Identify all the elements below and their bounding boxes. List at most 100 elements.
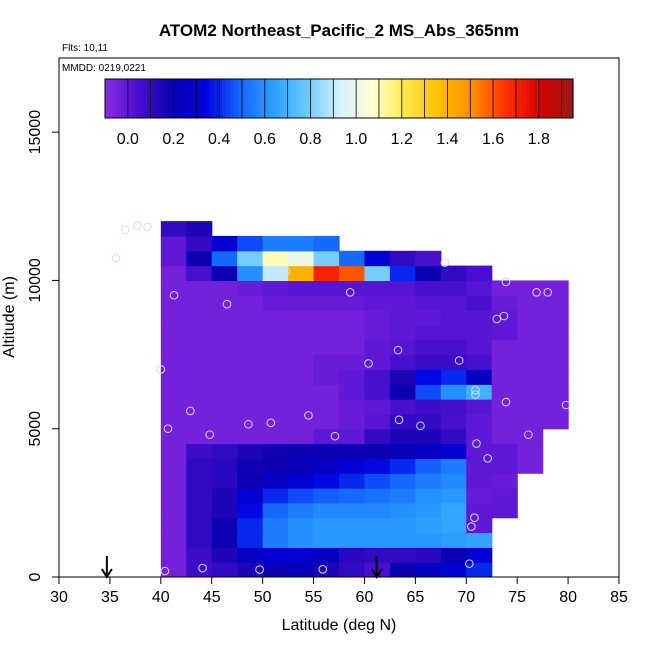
heatmap-cell bbox=[339, 488, 366, 504]
heatmap-cell bbox=[440, 399, 467, 415]
colorbar-segment bbox=[272, 79, 278, 118]
colorbar-segment bbox=[428, 79, 434, 118]
sample-point bbox=[499, 311, 509, 321]
heatmap-cell bbox=[339, 265, 366, 282]
sample-point bbox=[471, 390, 480, 399]
colorbar-segment bbox=[362, 79, 367, 118]
heatmap-cell bbox=[186, 384, 213, 400]
heatmap-cell bbox=[491, 324, 518, 341]
heatmap-cell bbox=[262, 473, 289, 489]
heatmap-cell bbox=[237, 517, 264, 534]
heatmap-cell bbox=[186, 517, 213, 534]
heatmap-cell bbox=[186, 310, 213, 326]
heatmap-cell bbox=[364, 443, 391, 459]
colorbar-segment bbox=[190, 79, 196, 118]
heatmap-cell bbox=[313, 310, 340, 326]
sample-point bbox=[454, 356, 464, 365]
heatmap-cell bbox=[211, 488, 238, 504]
heatmap-cell bbox=[389, 280, 416, 296]
colorbar-segment bbox=[565, 79, 570, 118]
heatmap-cell bbox=[160, 473, 187, 489]
heatmap-cell bbox=[313, 413, 340, 430]
colorbar-segment bbox=[389, 79, 395, 118]
heatmap-cell bbox=[415, 532, 442, 548]
heatmap-cell bbox=[186, 413, 213, 430]
sample-point bbox=[318, 564, 328, 574]
heatmap-cell bbox=[389, 547, 416, 563]
sample-point bbox=[440, 258, 450, 267]
sample-point bbox=[501, 397, 511, 407]
colorbar-segment bbox=[456, 79, 461, 118]
colorbar-segment bbox=[300, 79, 305, 118]
colorbar-segment bbox=[420, 79, 426, 118]
heatmap-cell bbox=[415, 265, 442, 282]
heatmap-cell bbox=[313, 473, 340, 489]
heatmap-cell bbox=[440, 265, 467, 282]
heatmap-cell bbox=[237, 250, 264, 267]
sample-point bbox=[561, 400, 571, 410]
sample-points bbox=[111, 221, 571, 576]
colorbar-segment bbox=[315, 79, 321, 118]
heatmap-cell bbox=[237, 384, 264, 400]
colorbar-segment bbox=[276, 79, 282, 118]
heatmap-cell bbox=[186, 443, 213, 459]
colorbar-segment bbox=[471, 79, 477, 118]
colorbar-segment bbox=[159, 79, 165, 118]
heatmap-cell bbox=[364, 547, 391, 563]
heatmap-cell bbox=[491, 399, 518, 415]
colorbar-segment bbox=[374, 79, 379, 118]
heatmap-cell bbox=[339, 443, 366, 459]
heatmap-cell bbox=[313, 488, 340, 504]
x-tick-label: 40 bbox=[152, 589, 170, 606]
sample-point bbox=[304, 411, 313, 420]
heatmap-cell bbox=[262, 250, 289, 267]
heatmap-cell bbox=[389, 428, 416, 445]
heatmap-cell bbox=[211, 250, 238, 267]
heatmap-cell bbox=[542, 324, 569, 341]
heatmap-cell bbox=[262, 369, 289, 385]
sample-point bbox=[330, 431, 340, 441]
colorbar-segment bbox=[105, 79, 110, 118]
heatmap-cell bbox=[160, 413, 187, 430]
colorbar-segment bbox=[409, 79, 414, 118]
x-tick-label: 80 bbox=[559, 589, 577, 606]
heatmap-cell bbox=[491, 384, 518, 400]
heatmap-cell bbox=[262, 324, 289, 341]
heatmap-cell bbox=[364, 517, 391, 534]
heatmap-cell bbox=[389, 473, 416, 489]
sample-point bbox=[345, 287, 355, 297]
heatmap-cell bbox=[364, 250, 391, 267]
heatmap-cell bbox=[211, 413, 238, 430]
x-tick-label: 35 bbox=[101, 589, 119, 606]
heatmap-cell bbox=[288, 517, 315, 534]
heatmap-cell bbox=[389, 265, 416, 282]
colorbar-segment bbox=[194, 79, 200, 118]
colorbar-segment bbox=[448, 79, 453, 118]
heatmap-cell bbox=[237, 324, 264, 341]
heatmap-cell bbox=[160, 458, 187, 474]
heatmap-cell bbox=[186, 339, 213, 356]
heatmap-cell bbox=[440, 517, 467, 534]
heatmap-cell bbox=[364, 458, 391, 474]
heatmap-cell bbox=[160, 562, 187, 577]
x-tick-label: 70 bbox=[457, 589, 475, 606]
colorbar-tick-label: 1.8 bbox=[528, 131, 550, 148]
heatmap-cell bbox=[288, 354, 315, 370]
colorbar-segment bbox=[354, 79, 360, 118]
heatmap-cell bbox=[211, 265, 238, 282]
heatmap-cell bbox=[211, 458, 238, 474]
heatmap-cell bbox=[517, 280, 544, 296]
heatmap-cell bbox=[517, 369, 544, 385]
sample-point bbox=[255, 565, 264, 574]
heatmap-cell bbox=[237, 310, 264, 326]
heatmap-cell bbox=[288, 428, 315, 445]
heatmap-cell bbox=[542, 384, 569, 400]
heatmap-cell bbox=[237, 443, 264, 459]
heatmap-cell bbox=[466, 399, 493, 415]
colorbar-segment bbox=[366, 79, 371, 118]
heatmap-cell bbox=[491, 339, 518, 356]
colorbar-tick-label: 1.0 bbox=[345, 131, 367, 148]
heatmap-cell bbox=[389, 250, 416, 267]
colorbar-segment bbox=[323, 79, 328, 118]
heatmap-cell bbox=[313, 250, 340, 267]
